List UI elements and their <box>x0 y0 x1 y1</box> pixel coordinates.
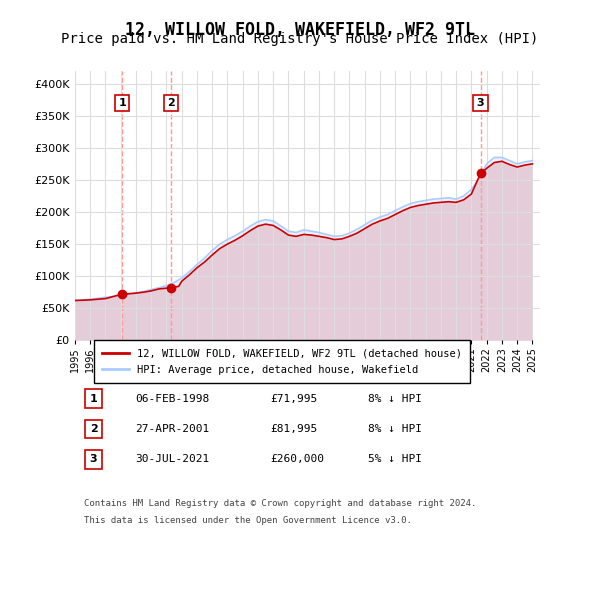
Text: 8% ↓ HPI: 8% ↓ HPI <box>368 424 422 434</box>
Text: £260,000: £260,000 <box>270 454 324 464</box>
Text: 30-JUL-2021: 30-JUL-2021 <box>136 454 210 464</box>
Text: £71,995: £71,995 <box>270 394 317 404</box>
Text: 1: 1 <box>118 98 126 108</box>
Text: 12, WILLOW FOLD, WAKEFIELD, WF2 9TL: 12, WILLOW FOLD, WAKEFIELD, WF2 9TL <box>125 21 475 39</box>
Legend: 12, WILLOW FOLD, WAKEFIELD, WF2 9TL (detached house), HPI: Average price, detach: 12, WILLOW FOLD, WAKEFIELD, WF2 9TL (det… <box>94 340 470 383</box>
Text: This data is licensed under the Open Government Licence v3.0.: This data is licensed under the Open Gov… <box>84 516 412 526</box>
Text: 27-APR-2001: 27-APR-2001 <box>136 424 210 434</box>
Text: 3: 3 <box>90 454 97 464</box>
Text: Contains HM Land Registry data © Crown copyright and database right 2024.: Contains HM Land Registry data © Crown c… <box>84 499 476 508</box>
Text: £81,995: £81,995 <box>270 424 317 434</box>
Text: 5% ↓ HPI: 5% ↓ HPI <box>368 454 422 464</box>
Text: 06-FEB-1998: 06-FEB-1998 <box>136 394 210 404</box>
Text: 2: 2 <box>167 98 175 108</box>
Text: 1: 1 <box>90 394 97 404</box>
Text: 3: 3 <box>477 98 484 108</box>
Text: 8% ↓ HPI: 8% ↓ HPI <box>368 394 422 404</box>
Text: 2: 2 <box>90 424 97 434</box>
Text: Price paid vs. HM Land Registry's House Price Index (HPI): Price paid vs. HM Land Registry's House … <box>61 32 539 47</box>
